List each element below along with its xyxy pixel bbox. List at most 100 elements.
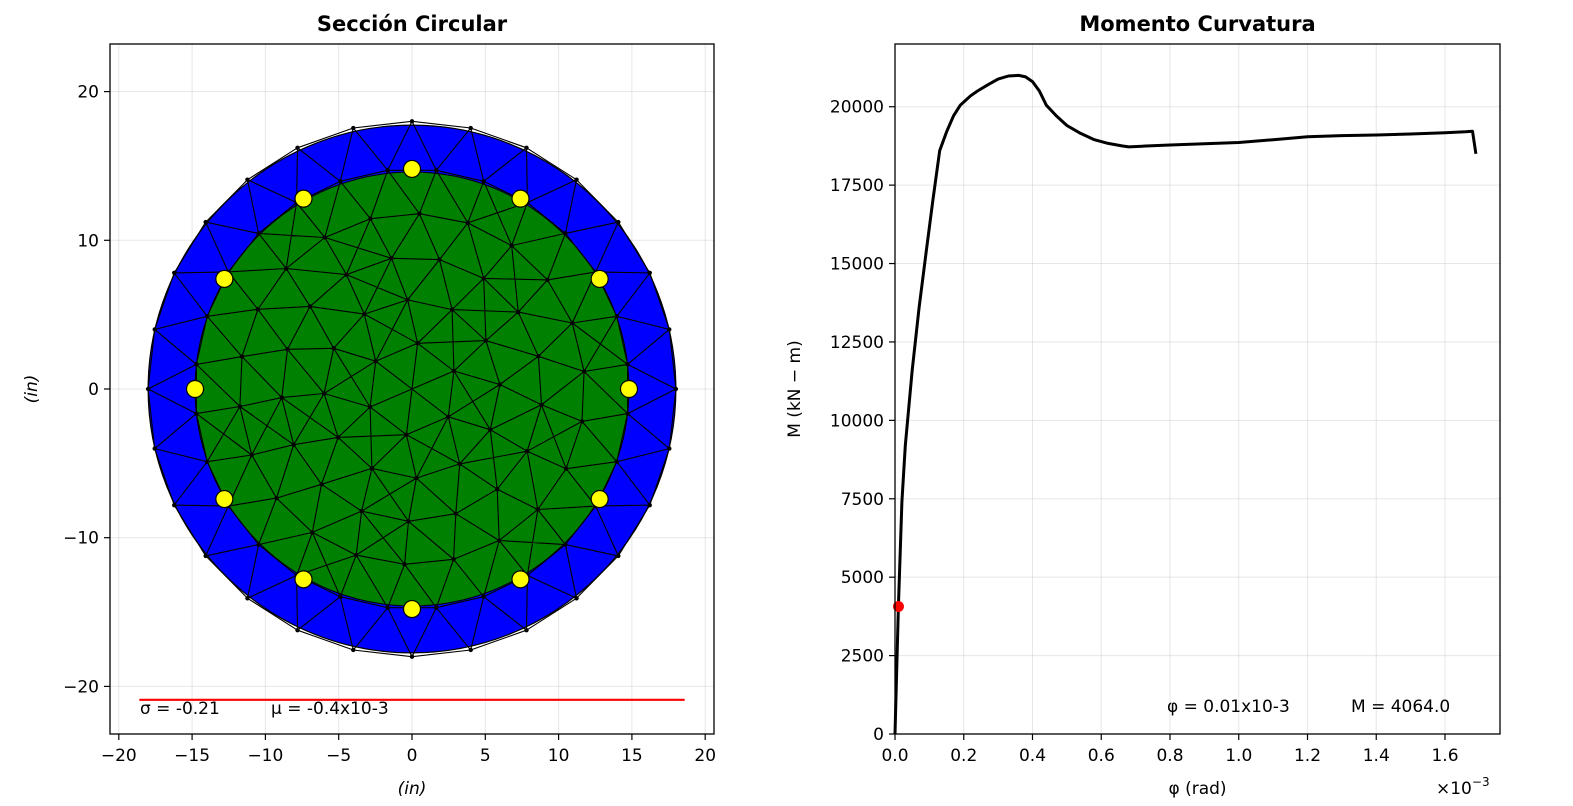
x-tick-label: 1.6 (1431, 746, 1458, 766)
mesh-node (673, 386, 679, 392)
mesh-node (581, 369, 587, 374)
mesh-node (274, 495, 279, 501)
mesh-node (279, 395, 285, 400)
mesh-node (481, 594, 486, 599)
moment-annotation: M = 4064.0 (1351, 697, 1450, 717)
rebar (511, 570, 530, 589)
mesh-node (295, 627, 300, 633)
x-tick-label: 1.2 (1294, 746, 1321, 766)
mesh-node (172, 270, 177, 276)
y-tick-label: −10 (63, 529, 99, 549)
mesh-node (446, 414, 451, 419)
mesh-node (338, 594, 343, 599)
mesh-node (203, 553, 208, 559)
x-tick-label: 0.4 (1019, 746, 1046, 766)
mesh-node (414, 475, 419, 481)
mesh-node (574, 596, 579, 601)
mesh-node (385, 605, 390, 610)
y-tick-label: 12500 (830, 333, 884, 353)
y-tick-label: 7500 (841, 490, 884, 510)
mesh-node (291, 442, 296, 447)
y-tick-label: 20000 (830, 98, 884, 118)
x-tick-label: 1.0 (1225, 746, 1252, 766)
mesh-node (579, 419, 585, 424)
mesh-node (616, 553, 621, 559)
rebar-group (185, 159, 639, 619)
mesh-node (481, 276, 486, 281)
mesh-node (509, 243, 514, 248)
mesh-node (369, 466, 375, 471)
y-tick-label: 15000 (830, 255, 884, 275)
mesh-node (535, 507, 540, 512)
mesh-node (563, 231, 568, 236)
mesh-node (625, 362, 630, 367)
moment-curvature-panel: 0.0 0.2 0.4 0.6 0.8 1.0 1.2 1.4 1.6 0 2500 5000 750… (785, 12, 1501, 799)
x-tick-label: −5 (326, 746, 351, 766)
mesh-node (614, 314, 619, 319)
x-tick-label: −10 (247, 746, 283, 766)
x-tick-label: 15 (621, 746, 643, 766)
y-tick-label: 10 (77, 231, 99, 251)
mesh-node (310, 530, 315, 535)
mesh-node (415, 341, 420, 346)
mesh-node (351, 647, 356, 653)
mesh-node (194, 362, 199, 367)
mesh-node (667, 446, 672, 451)
mesh-node (457, 461, 462, 467)
x-scale-exponent: −3 (1472, 775, 1490, 789)
mesh-node (335, 435, 341, 440)
mesh-node (539, 402, 544, 407)
mesh-node (237, 404, 243, 409)
mesh-node (285, 347, 290, 352)
x-tick-label: 10 (548, 746, 570, 766)
mesh-node (344, 272, 349, 277)
mesh-node (481, 179, 486, 184)
mc-grid (894, 44, 1500, 735)
mesh-node (545, 277, 550, 283)
section-title: Sección Circular (317, 12, 508, 36)
moment-curvature-line (893, 73, 1478, 735)
sigma-annotation: σ = -0.21 (140, 699, 220, 719)
rebar (185, 379, 205, 399)
y-tick-label: −20 (63, 677, 99, 697)
mesh-node (451, 368, 457, 374)
mc-y-ticks: 0 2500 5000 7500 10000 12500 15000 17500 20000 (830, 98, 895, 745)
mesh-node (205, 459, 210, 464)
section-y-label: (in) (22, 375, 42, 404)
y-tick-label: 2500 (841, 647, 884, 667)
mesh-node (249, 452, 254, 458)
mesh-node (516, 309, 521, 315)
rebar (619, 379, 639, 399)
mesh-node (453, 511, 459, 516)
mc-title: Momento Curvatura (1079, 12, 1315, 36)
mesh-node (409, 119, 415, 124)
x-scale-factor: ×10−3 (1436, 775, 1490, 799)
mesh-node (256, 542, 261, 547)
mesh-node (172, 502, 177, 508)
mesh-node (307, 304, 313, 309)
mesh-node (497, 538, 502, 543)
mesh-node (563, 542, 568, 547)
mesh-node (468, 125, 473, 131)
mesh-node (402, 562, 407, 567)
mesh-node (495, 486, 500, 492)
section-x-label: (in) (398, 779, 427, 799)
mesh-node (255, 307, 261, 312)
mesh-node (437, 257, 442, 262)
x-tick-label: 0 (407, 746, 418, 766)
y-tick-label: 10000 (830, 411, 884, 431)
mesh-node (451, 557, 456, 562)
rebar (215, 269, 234, 289)
mesh-node (404, 432, 409, 437)
mesh-node (203, 219, 208, 225)
rebar (294, 189, 313, 208)
mesh-node (284, 266, 289, 271)
rebar (590, 489, 609, 509)
section-panel: −20 −15 −10 −5 0 5 10 15 20 −20 −10 0 10 20 Sección … (22, 12, 716, 799)
mesh-node (465, 220, 470, 226)
mesh-node (647, 502, 652, 508)
mesh-node (434, 168, 439, 173)
x-tick-label: −20 (101, 746, 137, 766)
y-tick-label: 17500 (830, 176, 884, 196)
mesh-node (368, 216, 373, 221)
